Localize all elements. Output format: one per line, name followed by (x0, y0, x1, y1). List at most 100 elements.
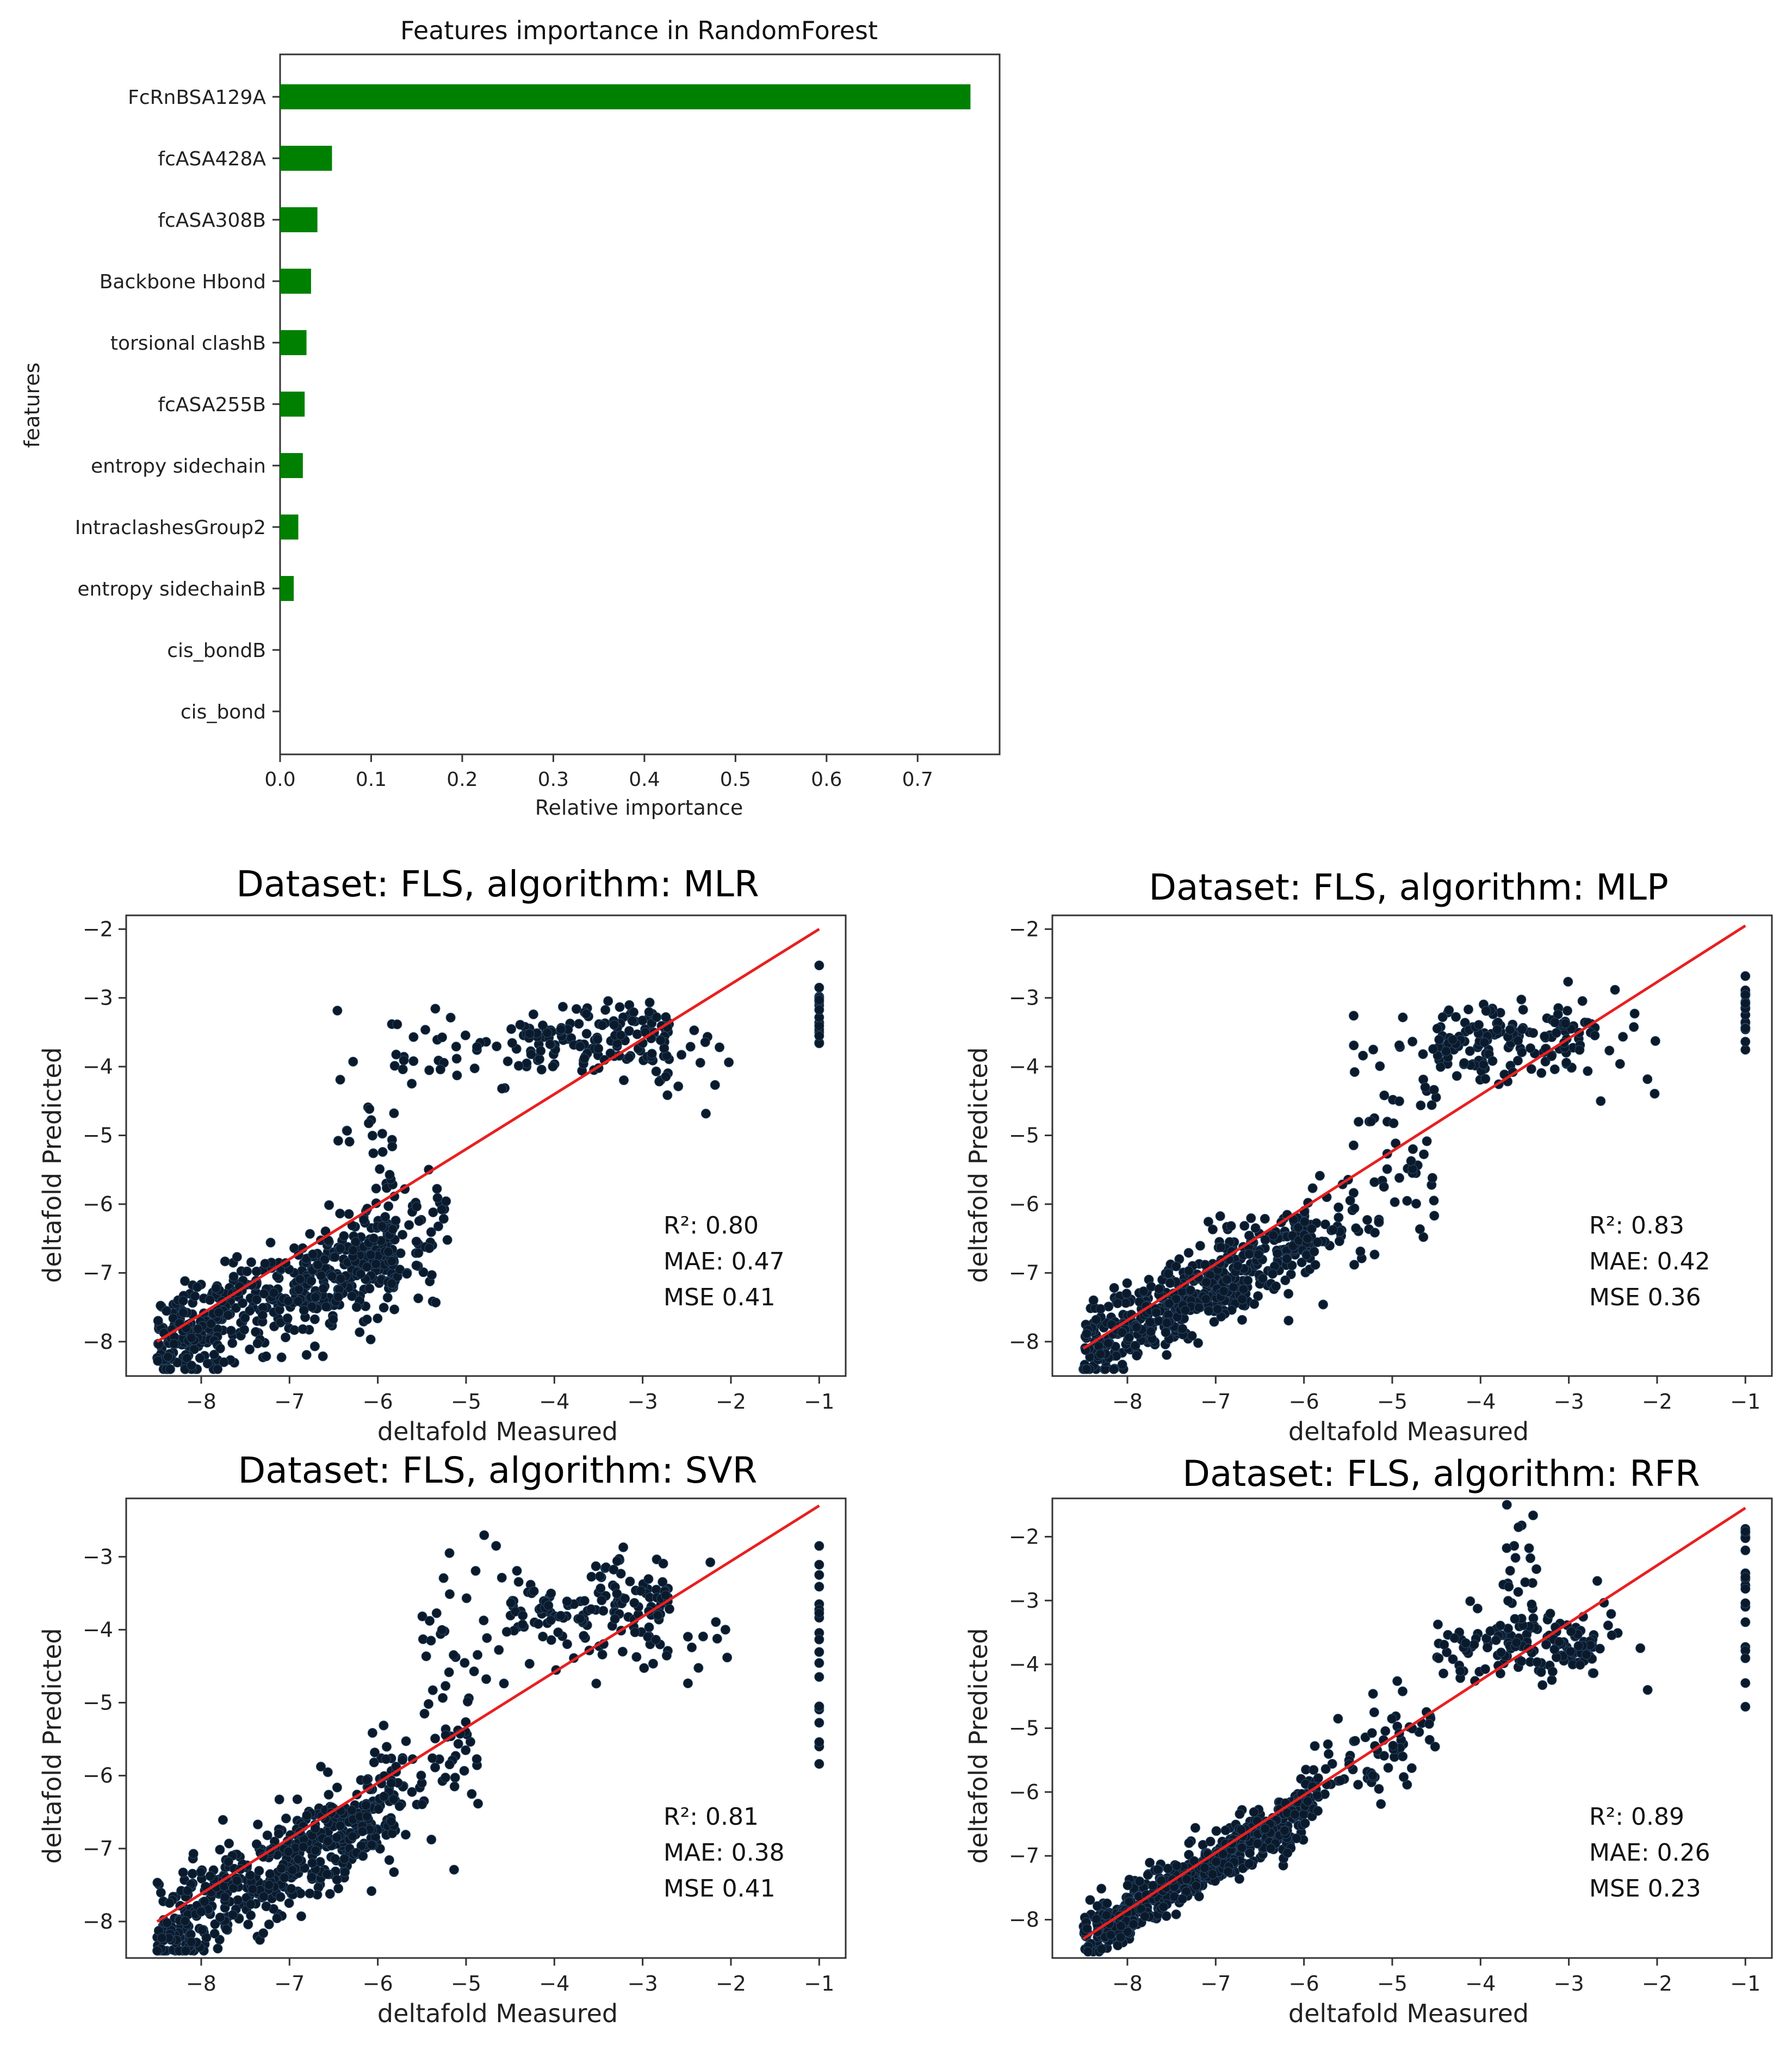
scatter-point (1536, 1068, 1547, 1078)
scatter-xlabel: deltafold Measured (1288, 1417, 1529, 1446)
metric-r2: R²: 0.89 (1589, 1803, 1684, 1831)
scatter-point (383, 1201, 394, 1211)
scatter-point (562, 1596, 572, 1607)
scatter-xtick-label: −2 (716, 1390, 746, 1414)
scatter-point (246, 1910, 256, 1920)
scatter-ytick-label: −7 (1009, 1844, 1039, 1868)
scatter-point (619, 1075, 629, 1086)
scatter-point (1312, 1806, 1323, 1816)
scatter-point (368, 1148, 379, 1158)
scatter-point (1177, 1894, 1188, 1904)
scatter-point (254, 1866, 264, 1876)
scatter-point (1740, 1678, 1751, 1688)
scatter-xtick-label: −5 (451, 1390, 481, 1414)
scatter-point (332, 1874, 342, 1885)
scatter-point (814, 1031, 824, 1041)
scatter-point (1551, 1028, 1561, 1038)
scatter-ylabel: deltafold Predicted (964, 1047, 993, 1282)
scatter-point (1606, 1609, 1616, 1619)
scatter-point (609, 1020, 619, 1030)
scatter-point (1514, 1522, 1524, 1532)
scatter-point (385, 1169, 395, 1180)
scatter-point (1394, 1096, 1404, 1106)
scatter-point (442, 1235, 452, 1245)
scatter-point (1550, 1017, 1560, 1027)
scatter-point (453, 1739, 463, 1749)
scatter-point (1081, 1364, 1092, 1374)
scatter-point (536, 1064, 547, 1075)
scatter-xtick-label: −4 (1465, 1390, 1496, 1414)
scatter-point (655, 1035, 666, 1045)
scatter-point (336, 1274, 346, 1284)
scatter-point (1115, 1932, 1126, 1943)
scatter-point (632, 1029, 642, 1039)
scatter-point (380, 1212, 390, 1222)
scatter-point (1310, 1260, 1320, 1270)
scatter-point (562, 1639, 572, 1650)
scatter-point (1595, 1644, 1605, 1654)
scatter-point (344, 1209, 354, 1219)
scatter-point (395, 1248, 406, 1259)
scatter-point (661, 1012, 671, 1023)
scatter-point (377, 1147, 388, 1157)
scatter-point (1199, 1863, 1210, 1873)
scatter-point (1491, 1635, 1501, 1645)
scatter-point (687, 1642, 697, 1652)
scatter-point (1528, 1028, 1539, 1038)
scatter-point (1180, 1305, 1190, 1316)
scatter-point (265, 1869, 275, 1879)
scatter-point (1268, 1230, 1279, 1241)
scatter-point (1349, 1067, 1360, 1077)
metric-mae: MAE: 0.47 (664, 1248, 785, 1275)
scatter-point (677, 1050, 687, 1060)
scatter-point (534, 1054, 544, 1064)
scatter-ylabel: deltafold Predicted (964, 1628, 993, 1863)
scatter-point (374, 1804, 384, 1814)
scatter-point (412, 1201, 422, 1212)
scatter-point (426, 1227, 436, 1237)
scatter-point (1124, 1897, 1134, 1907)
scatter-point (348, 1245, 358, 1255)
scatter-point (1132, 1350, 1142, 1361)
scatter-point (586, 1572, 597, 1582)
scatter-point (1171, 1909, 1181, 1919)
scatter-point (384, 1855, 394, 1865)
scatter-point (369, 1757, 379, 1768)
scatter-point (359, 1215, 369, 1225)
scatter-point (438, 1573, 449, 1583)
scatter-point (156, 1887, 166, 1898)
scatter-point (377, 1221, 387, 1231)
scatter-point (1402, 1195, 1412, 1206)
scatter-point (1516, 994, 1527, 1005)
scatter-point (1528, 1510, 1538, 1521)
scatter-point (330, 1252, 340, 1262)
scatter-point (814, 961, 824, 971)
scatter-point (178, 1296, 188, 1306)
scatter-point (1480, 1664, 1490, 1674)
scatter-ytick-label: −6 (1009, 1780, 1039, 1804)
scatter-point (579, 1631, 589, 1641)
scatter-point (1249, 1299, 1260, 1309)
scatter-point (387, 1256, 397, 1266)
scatter-point (195, 1353, 205, 1363)
scatter-point (814, 1559, 824, 1570)
scatter-point (1131, 1322, 1142, 1333)
scatter-point (209, 1929, 220, 1939)
scatter-point (1547, 1666, 1558, 1677)
scatter-point (579, 1054, 590, 1064)
scatter-point (491, 1541, 501, 1551)
scatter-point (526, 1049, 536, 1059)
bar-xtick-label: 0.0 (264, 769, 295, 791)
scatter-point (1366, 1116, 1376, 1126)
scatter-point (231, 1303, 241, 1313)
scatter-point (389, 1108, 399, 1118)
scatter-point (710, 1080, 720, 1090)
scatter-point (1465, 1046, 1475, 1056)
scatter-title: Dataset: FLS, algorithm: MLP (1149, 866, 1669, 908)
scatter-point (557, 1002, 568, 1012)
scatter-point (1505, 1025, 1515, 1035)
scatter-point (438, 1693, 448, 1703)
scatter-point (1398, 1012, 1408, 1023)
scatter-point (197, 1925, 207, 1935)
